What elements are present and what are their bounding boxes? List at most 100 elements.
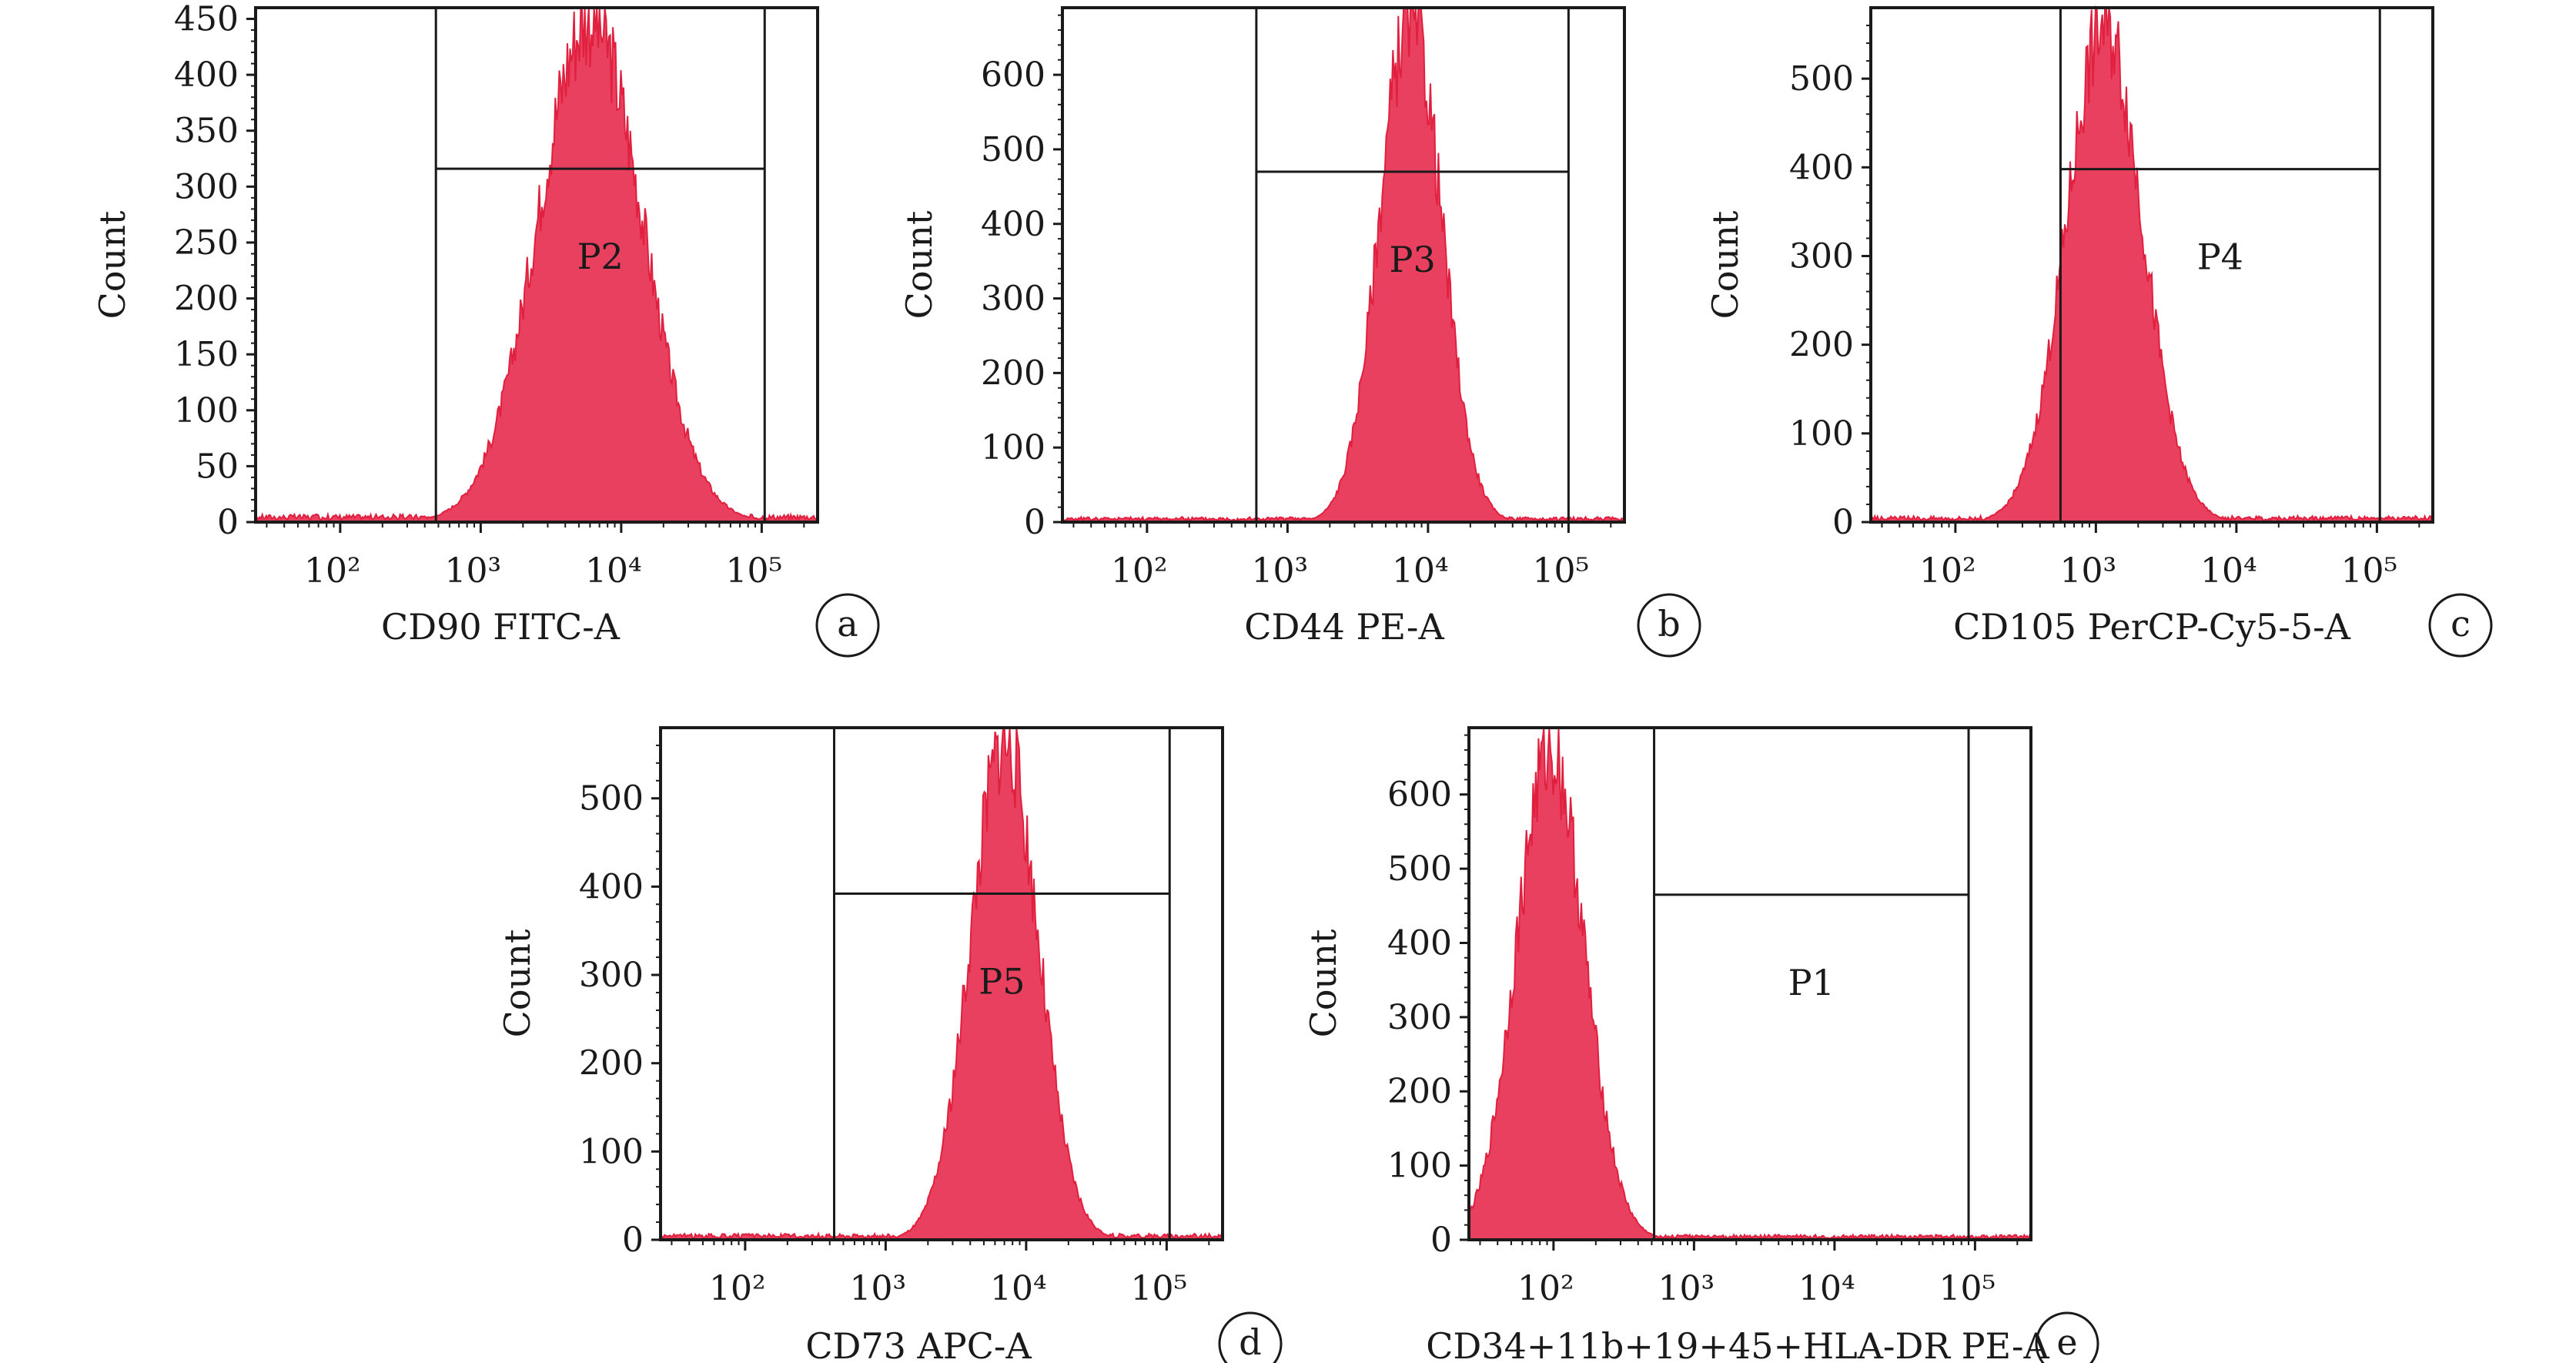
x-tick-label: 10⁴ (2200, 551, 2257, 591)
gate-label: P4 (2197, 236, 2243, 278)
y-tick-label: 500 (1789, 59, 1854, 99)
x-axis-label: CD105 PerCP-Cy5-5-A (1953, 606, 2351, 648)
gate-label: P5 (979, 961, 1025, 1003)
y-tick-label: 0 (1430, 1221, 1452, 1260)
y-tick-label: 400 (981, 205, 1045, 244)
gate-label: P3 (1390, 239, 1436, 280)
x-tick-label: 10⁵ (1131, 1269, 1188, 1308)
y-tick-label: 400 (1387, 923, 1452, 963)
panel-letter: b (1658, 603, 1680, 645)
y-tick-label: 300 (1387, 998, 1452, 1037)
histogram-area (1870, 5, 2434, 523)
x-tick-label: 10³ (1252, 551, 1309, 591)
y-tick-label: 300 (1789, 236, 1854, 276)
gate-label: P1 (1788, 962, 1835, 1003)
y-axis-label: Count (92, 210, 133, 319)
y-axis-ticks: 0 100 200 300 400 500 (579, 744, 661, 1260)
gate-label: P2 (577, 236, 624, 277)
x-tick-label: 10² (709, 1269, 766, 1308)
panel-letter-circle (2428, 593, 2493, 658)
histogram-panel-e: 0 100 200 300 400 500 600 10² 10³ 10⁴ 10⁵ P1 CD34… (1303, 726, 2099, 1363)
y-tick-label: 100 (1789, 414, 1854, 454)
histogram-panel-b: 0 100 200 300 400 500 600 10² 10³ 10⁴ 10⁵ P3 CD44… (898, 6, 1701, 658)
x-axis-ticks: 10² 10³ 10⁴ 10⁵ (266, 522, 805, 591)
y-tick-label: 200 (981, 353, 1045, 393)
y-tick-label: 300 (174, 167, 239, 206)
plot-frame (254, 6, 819, 524)
y-axis-ticks: 0 50 100 150 200 250 300 350 400 450 (174, 0, 256, 542)
y-tick-label: 350 (174, 112, 239, 151)
y-axis-ticks: 0 100 200 300 400 500 600 (1387, 734, 1469, 1260)
histogram-area (255, 7, 818, 523)
x-axis-label: CD73 APC-A (805, 1325, 1032, 1363)
plot-frame (1869, 6, 2434, 524)
y-axis-label: Count (898, 210, 940, 319)
y-tick-label: 600 (1387, 775, 1452, 815)
y-tick-label: 400 (579, 867, 644, 906)
y-tick-label: 300 (579, 956, 644, 995)
y-tick-label: 150 (174, 335, 239, 374)
y-tick-label: 50 (196, 447, 239, 486)
x-axis-label: CD34+11b+19+45+HLA-DR PE-A (1426, 1325, 2049, 1363)
y-tick-label: 100 (174, 391, 239, 430)
y-axis-label: Count (1705, 210, 1746, 319)
x-tick-label: 10⁴ (1392, 551, 1449, 591)
histogram-area (660, 726, 1223, 1241)
y-axis-ticks: 0 100 200 300 400 500 600 (981, 14, 1062, 542)
y-tick-label: 100 (981, 428, 1045, 467)
x-tick-label: 10³ (445, 551, 502, 591)
y-tick-label: 0 (1832, 503, 1854, 542)
y-axis-label: Count (497, 929, 538, 1037)
x-tick-label: 10⁵ (726, 551, 783, 591)
panel-letter: c (2451, 603, 2471, 645)
plot-frame (659, 726, 1224, 1241)
x-axis-ticks: 10² 10³ 10⁴ 10⁵ (1072, 522, 1612, 591)
panel-letter-circle (815, 593, 880, 658)
y-tick-label: 400 (1789, 148, 1854, 187)
y-tick-label: 200 (174, 280, 239, 319)
y-tick-label: 0 (622, 1221, 644, 1260)
panel-letter: d (1239, 1321, 1261, 1363)
y-tick-label: 200 (1387, 1072, 1452, 1111)
panel-letter: a (837, 603, 858, 645)
y-tick-label: 200 (1789, 326, 1854, 365)
x-axis-ticks: 10² 10³ 10⁴ 10⁵ (1881, 522, 2420, 591)
x-tick-label: 10⁴ (585, 551, 642, 591)
x-tick-label: 10⁴ (1798, 1269, 1855, 1308)
x-tick-label: 10² (304, 551, 361, 591)
histogram-area (1062, 6, 1625, 523)
x-tick-label: 10² (1517, 1269, 1574, 1308)
y-tick-label: 100 (579, 1132, 644, 1171)
x-axis-label: CD90 FITC-A (381, 606, 621, 648)
histogram-panel-a: 0 50 100 150 200 250 300 350 400 450 10² 10³ 10⁴ 10⁵… (92, 0, 880, 658)
x-tick-label: 10² (1111, 551, 1168, 591)
y-tick-label: 0 (217, 503, 239, 542)
x-tick-label: 10⁵ (1533, 551, 1590, 591)
y-tick-label: 0 (1024, 503, 1045, 542)
plot-frame (1467, 726, 2032, 1241)
x-tick-label: 10² (1919, 551, 1976, 591)
x-axis-label: CD44 PE-A (1244, 606, 1444, 648)
y-tick-label: 100 (1387, 1147, 1452, 1186)
x-tick-label: 10⁴ (990, 1269, 1047, 1308)
x-axis-ticks: 10² 10³ 10⁴ 10⁵ (1479, 1240, 2019, 1308)
x-axis-ticks: 10² 10³ 10⁴ 10⁵ (671, 1240, 1210, 1308)
panel-letter-circle (1637, 593, 1701, 658)
y-tick-label: 250 (174, 223, 239, 263)
x-tick-label: 10³ (850, 1269, 907, 1308)
histogram-panel-d: 0 100 200 300 400 500 10² 10³ 10⁴ 10⁵ P5 CD73 AP… (497, 726, 1283, 1363)
x-tick-label: 10⁵ (2341, 551, 2398, 591)
y-tick-label: 600 (981, 55, 1045, 95)
y-tick-label: 200 (579, 1044, 644, 1083)
y-tick-label: 450 (174, 0, 239, 39)
panel-letter-circle (2035, 1311, 2099, 1363)
histogram-panel-c: 0 100 200 300 400 500 10² 10³ 10⁴ 10⁵ P4 CD105 P… (1705, 5, 2493, 658)
y-tick-label: 500 (579, 779, 644, 819)
y-axis-ticks: 0 100 200 300 400 500 (1789, 25, 1871, 542)
panel-letter-circle (1218, 1311, 1283, 1363)
y-tick-label: 400 (174, 55, 239, 95)
x-tick-label: 10³ (1658, 1269, 1715, 1308)
x-tick-label: 10⁵ (1939, 1269, 1996, 1308)
y-tick-label: 300 (981, 280, 1045, 319)
